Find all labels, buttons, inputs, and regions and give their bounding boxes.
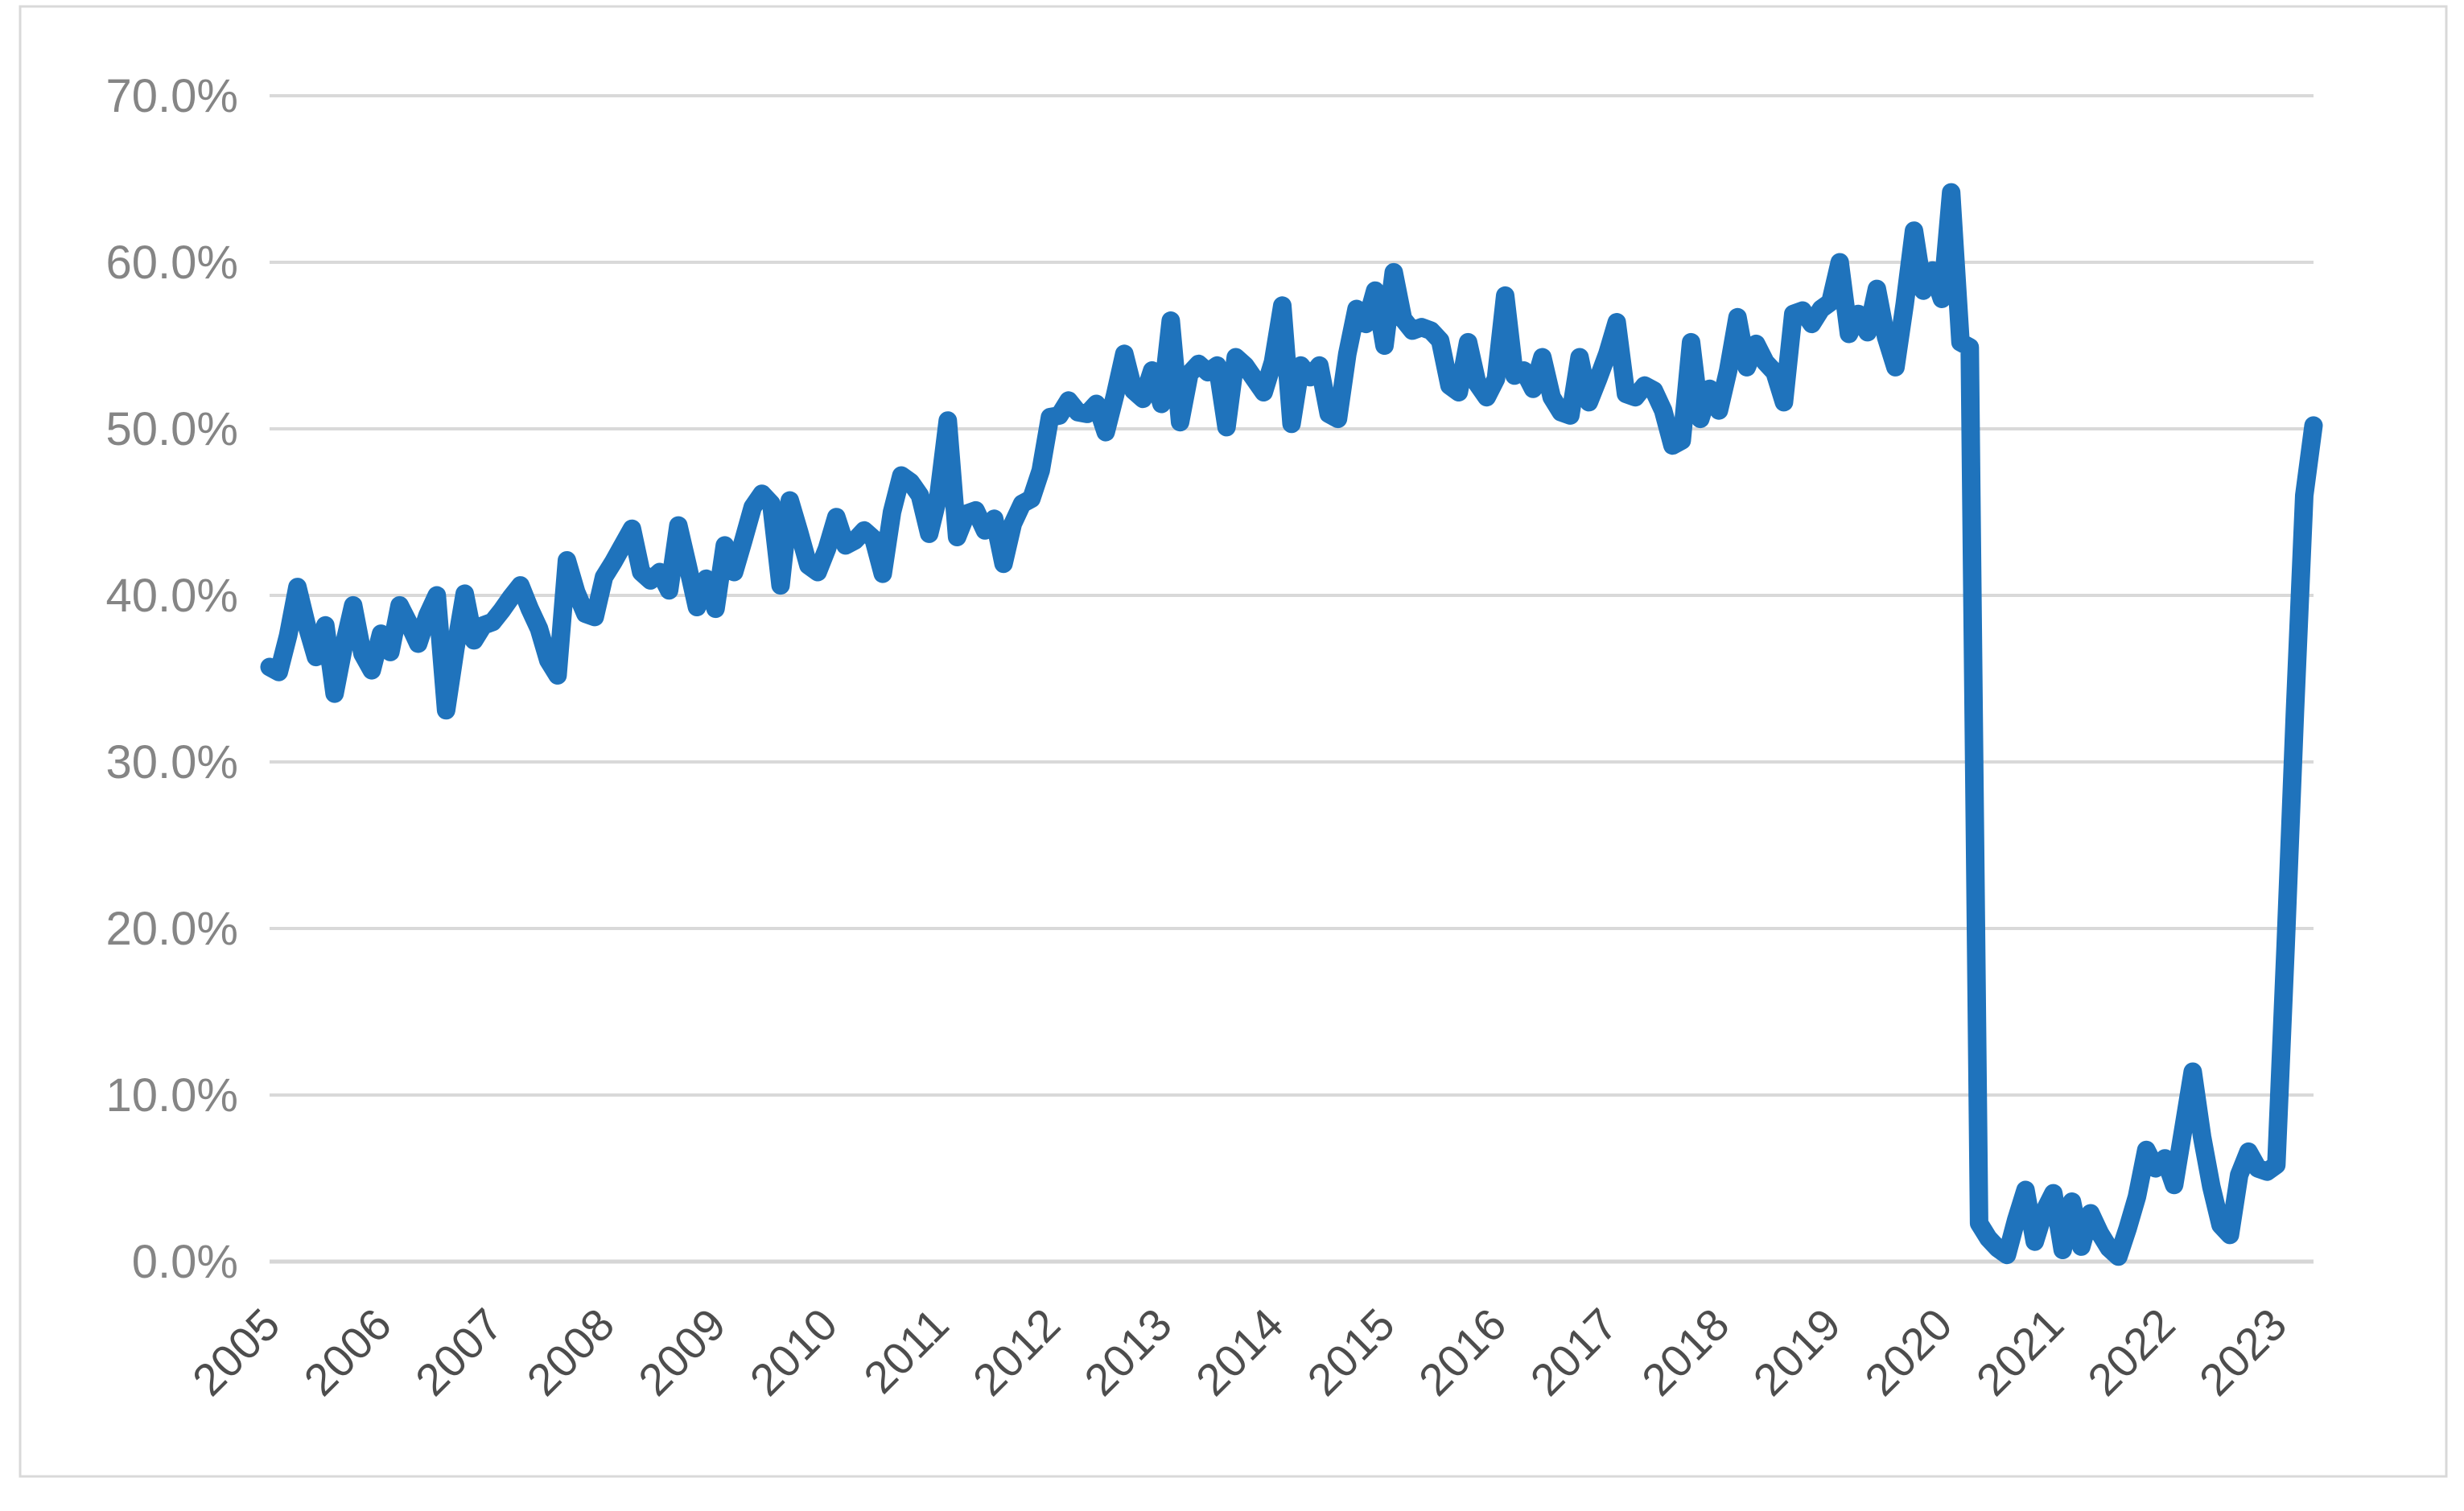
y-tick-label: 70.0%	[106, 70, 238, 122]
series-line	[260, 183, 2323, 1266]
y-tick-label: 0.0%	[132, 1236, 238, 1288]
y-tick-label: 10.0%	[106, 1069, 238, 1122]
y-tick-label: 60.0%	[106, 237, 238, 289]
y-tick-label: 40.0%	[106, 570, 238, 622]
y-axis-labels: 0.0% 10.0% 20.0% 30.0% 40.0% 50.0% 60.0% 70.0%	[106, 70, 238, 1288]
chart-border	[19, 5, 2448, 1478]
y-tick-label: 20.0%	[106, 903, 238, 955]
y-tick-label: 50.0%	[106, 403, 238, 455]
y-tick-label: 30.0%	[106, 736, 238, 788]
